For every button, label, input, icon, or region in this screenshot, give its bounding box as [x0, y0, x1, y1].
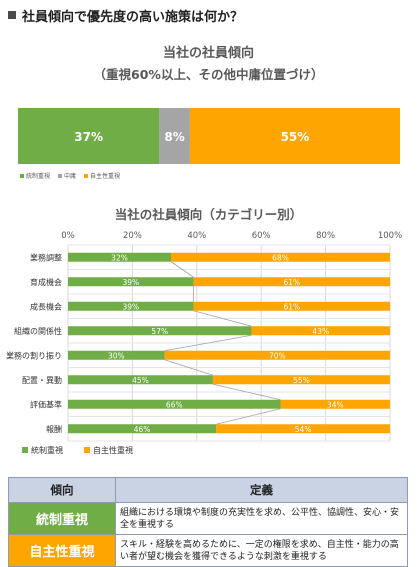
- chart2-series-line: [212, 383, 281, 401]
- chart2-tick-label: 0%: [61, 231, 75, 241]
- chart2-data-label: 43%: [312, 327, 329, 336]
- chart2-data-label: 39%: [122, 302, 139, 311]
- chart2-tick-label: 60%: [252, 231, 271, 241]
- table-header-definition: 定義: [115, 477, 408, 503]
- chart2-category-label: 成長機会: [30, 301, 62, 311]
- chart2-bar-autonomy: [216, 424, 390, 434]
- chart1-bar-2: [189, 108, 400, 164]
- chart1-legend-label: 中庸: [64, 172, 76, 180]
- chart2-bar-autonomy: [164, 350, 390, 360]
- chart2-title: 当社の社員傾向（カテゴリー別）: [114, 207, 303, 222]
- page-heading: 社員傾向で優先度の高い施策は何か？: [8, 5, 243, 25]
- chart1-title: 当社の社員傾向: [162, 46, 254, 61]
- chart2-data-label: 46%: [134, 425, 151, 434]
- chart2-bar-control: [68, 277, 194, 287]
- chart1-data-label: 55%: [281, 130, 310, 144]
- definition-table: 傾向 定義 統制重視 組織における環境や制度の充実性を求め、公平性、協調性、安心…: [8, 477, 408, 567]
- chart2-bar-control: [68, 326, 252, 336]
- page-heading-text: 社員傾向で優先度の高い施策は何か？: [22, 9, 244, 25]
- chart2-bar-autonomy: [212, 375, 390, 385]
- chart2-category-label: 報酬: [46, 425, 62, 434]
- chart1-legend-swatch-0: [20, 174, 24, 178]
- chart2-data-label: 55%: [293, 376, 310, 385]
- chart2-category-label: 育成機会: [30, 277, 62, 287]
- heading-square-icon: [8, 11, 16, 19]
- chart2-tick-label: 20%: [123, 231, 142, 241]
- chart2-data-label: 39%: [122, 278, 139, 287]
- chart2-data-label: 30%: [108, 351, 125, 360]
- chart2-tick-label: 40%: [187, 231, 206, 241]
- chart1-data-label: 8%: [164, 130, 184, 144]
- chart2-data-label: 57%: [151, 327, 168, 336]
- chart2-data-label: 32%: [111, 253, 128, 262]
- chart2-series-line: [216, 408, 281, 425]
- chart2-category-label: 組織の関係性: [14, 326, 62, 336]
- chart2-series-line: [170, 261, 194, 278]
- chart2-bar-autonomy: [193, 301, 390, 311]
- chart2-legend-label: 統制重視: [31, 445, 63, 455]
- chart2-bar-control: [68, 301, 194, 311]
- chart2-legend-swatch-0: [22, 447, 28, 453]
- chart2-data-label: 54%: [295, 425, 312, 434]
- table-header-trend: 傾向: [8, 477, 116, 503]
- chart2-bar-autonomy: [171, 252, 390, 262]
- chart1-subtitle: （重視60%以上、その他中庸位置づけ）: [93, 67, 324, 82]
- chart2-category-label: 評価基準: [30, 399, 62, 409]
- chart2-data-label: 66%: [166, 400, 183, 409]
- chart2-bar-autonomy: [251, 326, 390, 336]
- table-row: 自主性重視 スキル・経験を高めるために、一定の権限を求め、自主性・能力の高い者が…: [8, 534, 408, 567]
- chart2-data-label: 34%: [327, 400, 344, 409]
- chart2-bar-control: [68, 375, 213, 385]
- table-row: 統制重視 組織における環境や制度の充実性を求め、公平性、協調性、安心・安全を重視…: [8, 502, 408, 535]
- chart2-svg: 0% 20% 40% 60% 80% 100% 業務調整 32% 68% 育成機会 39% 61% 成長…: [6, 231, 402, 455]
- chart1-bar-0: [18, 108, 160, 164]
- chart2-data-label: 45%: [132, 376, 149, 385]
- chart2-bar-control: [68, 252, 172, 262]
- chart2-category-label: 配置・異動: [22, 376, 62, 385]
- chart1-data-label: 37%: [74, 130, 103, 144]
- chart2-tick-label: 80%: [316, 231, 335, 241]
- chart1-svg: 37% 8% 55% 統制重視 中庸 自主性重視: [18, 108, 400, 180]
- chart2-bar-control: [68, 350, 165, 360]
- chart2-legend-swatch-1: [84, 447, 90, 453]
- desc-autonomy: スキル・経験を高めるために、一定の権限を求め、自主性・能力の高い者が望む機会を獲…: [115, 534, 408, 567]
- chart2-bar-control: [68, 399, 281, 409]
- tag-control: 統制重視: [8, 502, 116, 535]
- chart1-legend-swatch-2: [84, 174, 88, 178]
- desc-control: 組織における環境や制度の充実性を求め、公平性、協調性、安心・安全を重視する: [115, 502, 408, 535]
- chart2-category-label: 業務の割り振り: [6, 350, 62, 360]
- chart2-tick-label: 100%: [378, 231, 402, 241]
- chart1-bar-1: [159, 108, 190, 164]
- chart2-bar-control: [68, 424, 217, 434]
- chart2-bar-autonomy: [193, 277, 390, 287]
- chart2-bar-autonomy: [280, 399, 390, 409]
- chart2-data-label: 61%: [283, 302, 300, 311]
- chart2-series-line: [193, 310, 252, 327]
- chart2-data-label: 70%: [269, 351, 286, 360]
- table-header-row: 傾向 定義: [8, 477, 408, 503]
- tag-autonomy: 自主性重視: [8, 534, 116, 567]
- chart2-data-label: 68%: [272, 253, 289, 262]
- chart1-legend-label: 自主性重視: [90, 172, 120, 180]
- chart1-legend-swatch-1: [58, 174, 62, 178]
- chart2-data-label: 61%: [283, 278, 300, 287]
- chart2-category-label: 業務調整: [30, 252, 62, 262]
- chart1-legend-label: 統制重視: [26, 172, 50, 180]
- chart2-series-line: [164, 359, 214, 376]
- chart2-legend-label: 自主性重視: [93, 445, 133, 455]
- chart2-series-line: [164, 334, 252, 352]
